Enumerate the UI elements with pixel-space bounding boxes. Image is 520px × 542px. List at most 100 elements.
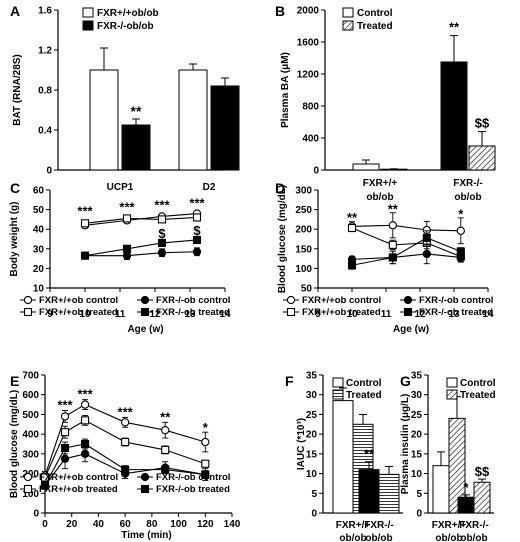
panel-e-annot-1: *** [77,387,93,402]
panel-d-line-1 [351,227,462,258]
panel-e-point-3-4 [161,465,170,474]
panel-f-legend-1: Treated [346,390,382,401]
panel-a-ytick-label-4: 1.6 [38,6,52,17]
panel-a-bar-1-1 [210,85,240,171]
panel-c-point-1-0 [80,219,90,228]
panel-b-ytick-label-0: 0 [313,166,319,177]
panel-d-legend-marker-1 [286,307,296,317]
panel-d-xlabel: Age (w) [393,324,429,335]
panel-e-xtick-label-4: 80 [146,519,158,530]
panel-e-point-3-2 [81,439,90,449]
panel-b-bar-0-1 [440,61,468,171]
panel-g-ytick-label-2: 10 [411,469,423,480]
panel-e-ylabel: Blood glucose (mg/dL) [9,390,20,498]
panel-c-xlabel: Age (w) [127,324,163,335]
panel-a-bar-0-1 [178,69,208,171]
panel-e-line-2 [44,453,206,486]
panel-b-label: B [275,3,285,19]
panel-g-legend-swatch-0 [446,377,458,388]
panel-b: B 0 400 800 1200 1600 2000 Plasma BA (μM) FXR+/+… [275,3,496,203]
panel-e-point-1-3 [121,437,130,447]
panel-c-line-2 [85,251,198,257]
panel-d-ytick-label-1: 100 [295,264,312,275]
panel-e-point-1-1 [60,428,70,437]
panel-e-xtick-label-2: 40 [93,519,105,530]
panel-e-legend-3: FXR-/-ob treated [156,484,230,495]
panel-e-point-1-4 [161,445,170,454]
panel-g-bar-0-1 [457,496,475,514]
panel-c-ytick-label-1: 20 [33,264,45,275]
panel-e-ytick-label-7: 700 [22,371,39,382]
panel-e-line-3 [44,443,206,486]
panel-f-ytick-label-0: 0 [311,509,317,520]
panel-e-xtick-label-7: 140 [224,519,241,530]
panel-c-point-3-1 [122,244,132,253]
panel-d-xtick-label-3: 12 [414,309,426,320]
panel-e-legend-0: FXR+/+ob control [39,472,118,483]
panel-a-ylabel: BAT (RNA/28S) [12,54,23,125]
panel-g-ytick-label-1: 5 [416,489,422,500]
panel-g-ytick-label-3: 15 [411,449,423,460]
panel-c-point-3-2 [157,238,167,247]
panel-d-point-1-1 [388,240,397,249]
panel-e-point-1-5 [201,459,210,468]
panel-c-point-1-3 [192,213,202,222]
panel-e-point-0-5 [201,437,210,447]
panel-e-ytick-label-0: 0 [33,509,39,520]
panel-g-legend-0: Control [460,378,496,389]
panel-f-annot-0: ** [364,447,375,462]
panel-b-bar-1-1 [468,145,496,171]
panel-c-annot-3: *** [189,196,205,211]
panel-d-point-3-0 [347,261,357,270]
panel-b-ytick-label-5: 2000 [297,6,320,17]
panel-b-annot-0: ** [449,20,460,35]
panel-a-cat-1: D2 [203,182,216,193]
panel-f-bar-1-1 [378,473,400,514]
panel-e-xlabel: Time (min) [121,530,171,541]
panel-d-ytick-label-0: 50 [301,284,313,295]
panel-c-legend-3: FXR-/-ob treated [156,307,230,318]
panel-a-ytick-label-2: 0.8 [38,86,52,97]
panel-e-label: E [10,373,19,389]
panel-e-ytick-label-4: 400 [22,430,39,441]
panel-f-cat-1-a: FXR-/- [364,520,393,531]
panel-d-line-2 [351,253,461,260]
panel-e-legend-marker-1 [23,484,33,494]
panel-f-ytick-label-6: 30 [306,390,318,401]
panel-g-ytick-label-5: 25 [411,410,423,421]
panel-f: F 0 5 10 15 20 25 30 35 IAUC (*10³) FXR+/+ ob/ob FXR… [285,371,403,542]
panel-e-xtick-label-0: 0 [42,519,48,530]
panel-b-ylabel: Plasma BA (μM) [280,52,291,128]
panel-d-ytick-label-2: 150 [295,244,312,255]
panel-g-ytick-label-0: 0 [416,509,422,520]
panel-f-legend-0: Control [346,378,382,389]
panel-b-ytick-label-3: 1200 [297,70,320,81]
panel-d-point-3-3 [456,247,465,256]
panel-c-point-1-1 [122,214,132,223]
panel-b-legend-1: Treated [357,21,393,32]
panel-f-cat-1-b: ob/ob [365,533,392,542]
panel-f-cat-0-b: ob/ob [339,533,366,542]
panel-e-point-2-1 [60,454,70,463]
panel-d-legend-marker-2 [403,295,413,305]
panel-g-annot-0: * [463,480,469,495]
panel-f-legend-swatch-1 [332,389,344,400]
panel-d-point-2-2 [422,249,431,259]
panel-c-legend-marker-3 [140,307,150,317]
panel-e-ytick-label-5: 500 [22,410,39,421]
panel-d-point-1-0 [347,223,357,233]
panel-b-legend-swatch-0 [342,7,354,18]
panel-c-point-2-2 [157,248,167,257]
panel-b-cat-1-a: FXR-/- [453,178,482,189]
panel-c-annot-0: *** [77,204,93,219]
panel-d-legend-3: FXR-/-ob treated [419,307,493,318]
panel-e-line-0 [44,403,206,476]
panel-e-legend-1: FXR+/+ob treated [39,484,118,495]
panel-a-legend-swatch-0 [82,7,94,18]
panel-c-point-2-3 [192,247,202,256]
panel-f-cat-0-a: FXR+/+ [336,520,371,531]
panel-e-point-2-2 [80,449,90,459]
panel-d: D 50 100 150 200 250 300 Blood glucose (mg/dL) 9… [275,180,494,335]
panel-e-legend-marker-2 [140,472,150,482]
